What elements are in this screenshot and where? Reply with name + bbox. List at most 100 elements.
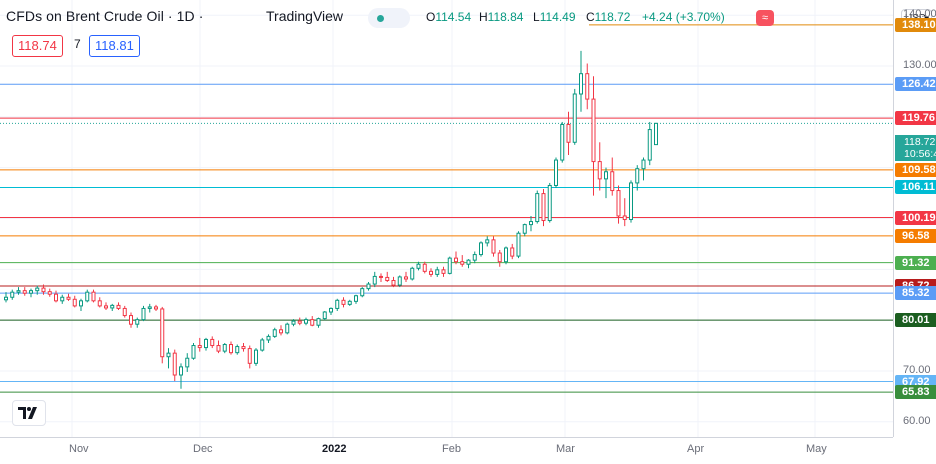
- candle-body: [647, 129, 652, 161]
- candle-body: [447, 257, 452, 274]
- candle-body: [354, 295, 358, 302]
- candle-body: [247, 348, 252, 364]
- candle-body: [385, 276, 390, 281]
- candle-body: [641, 159, 646, 170]
- candle-body: [629, 182, 633, 221]
- candle-body: [435, 269, 440, 275]
- candle-body: [172, 352, 177, 376]
- candle-body: [322, 311, 327, 320]
- candle-body: [29, 290, 33, 294]
- candle-body: [554, 159, 558, 186]
- candle-body: [591, 98, 596, 163]
- time-tick-label: 2022: [322, 443, 347, 455]
- candle-body: [197, 345, 202, 349]
- candle-body: [491, 239, 496, 254]
- candle-body: [416, 263, 421, 269]
- level-price-label: 100.19: [895, 210, 936, 225]
- time-tick-label: Feb: [442, 443, 461, 455]
- bar-countdown: 10:56:4: [904, 148, 936, 160]
- candle-body: [91, 291, 96, 302]
- candle-body: [610, 171, 615, 192]
- candle-body: [10, 291, 15, 298]
- candle-body: [297, 320, 302, 324]
- time-tick-label: Dec: [193, 443, 213, 455]
- candle-body: [372, 275, 377, 285]
- candle-body: [547, 184, 552, 222]
- tradingview-logo-icon[interactable]: [12, 400, 46, 426]
- candle-body: [347, 300, 352, 305]
- time-axis[interactable]: Nov Dec 2022 Feb Mar Apr May: [0, 437, 893, 464]
- candle-body: [191, 345, 196, 359]
- candle-body: [72, 298, 77, 307]
- candle-body: [635, 168, 640, 184]
- candle-body: [285, 323, 290, 334]
- candle-body: [329, 307, 333, 313]
- candle-body: [379, 275, 383, 278]
- candle-body: [522, 224, 527, 234]
- candle-body: [422, 263, 427, 272]
- candle-body: [185, 357, 190, 368]
- level-price-label: 80.01: [895, 313, 936, 328]
- candle-body: [4, 296, 8, 301]
- candle-body: [60, 296, 65, 302]
- candle-body: [466, 259, 471, 265]
- candle-body: [585, 73, 590, 100]
- candle-body: [16, 290, 21, 293]
- candle-body: [160, 308, 165, 358]
- candle-body: [241, 346, 246, 350]
- candle-body: [397, 276, 402, 286]
- candle-body: [529, 221, 533, 226]
- candle-body: [204, 338, 208, 349]
- candle-body: [410, 267, 415, 280]
- price-tick-label: 140.00: [903, 8, 936, 21]
- price-tick-label: 70.00: [903, 363, 931, 376]
- candle-body: [41, 287, 46, 293]
- candle-body: [35, 287, 40, 292]
- current-price-label: 118.72 10:56:4: [895, 135, 936, 161]
- time-tick-label: May: [806, 443, 827, 455]
- candle-body: [129, 315, 133, 325]
- price-chart[interactable]: [0, 0, 893, 437]
- candle-body: [141, 307, 146, 321]
- candle-body: [360, 288, 365, 297]
- candle-body: [154, 306, 158, 310]
- candle-body: [85, 291, 90, 302]
- candle-body: [310, 319, 315, 326]
- candle-body: [472, 254, 477, 261]
- candle-body: [97, 300, 102, 307]
- candle-body: [279, 329, 283, 334]
- candle-body: [335, 299, 340, 309]
- level-price-label: 91.32: [895, 255, 936, 270]
- candle-body: [266, 335, 271, 341]
- time-tick-label: Nov: [69, 443, 89, 455]
- candle-body: [110, 304, 115, 309]
- candle-body: [516, 232, 521, 257]
- candle-body: [179, 366, 183, 376]
- candle-body: [616, 190, 621, 217]
- candle-body: [597, 161, 602, 180]
- candle-body: [316, 318, 321, 326]
- level-price-label: 65.83: [895, 385, 936, 400]
- candle-body: [47, 291, 52, 295]
- level-price-label: 138.10: [895, 17, 936, 32]
- level-price-label: 106.11: [895, 180, 936, 195]
- symbol-title[interactable]: CFDs on Brent Crude Oil · 1D ·: [6, 8, 204, 24]
- candle-body: [604, 171, 608, 180]
- candle-body: [235, 346, 240, 354]
- time-tick-label: Mar: [556, 443, 575, 455]
- candle-body: [404, 276, 408, 280]
- level-price-label: 67.92: [895, 374, 936, 389]
- candle-body: [260, 339, 265, 351]
- price-tick-label: 130.00: [903, 59, 936, 72]
- candle-body: [479, 242, 483, 256]
- candle-body: [222, 344, 227, 352]
- chart-canvas[interactable]: [0, 0, 893, 437]
- candle-body: [460, 261, 465, 265]
- level-price-label: 119.76: [895, 111, 936, 126]
- candle-body: [291, 320, 296, 325]
- level-price-label: 96.58: [895, 228, 936, 243]
- candle-body: [272, 329, 277, 337]
- candle-body: [22, 290, 27, 294]
- level-price-label: 126.42: [895, 77, 936, 92]
